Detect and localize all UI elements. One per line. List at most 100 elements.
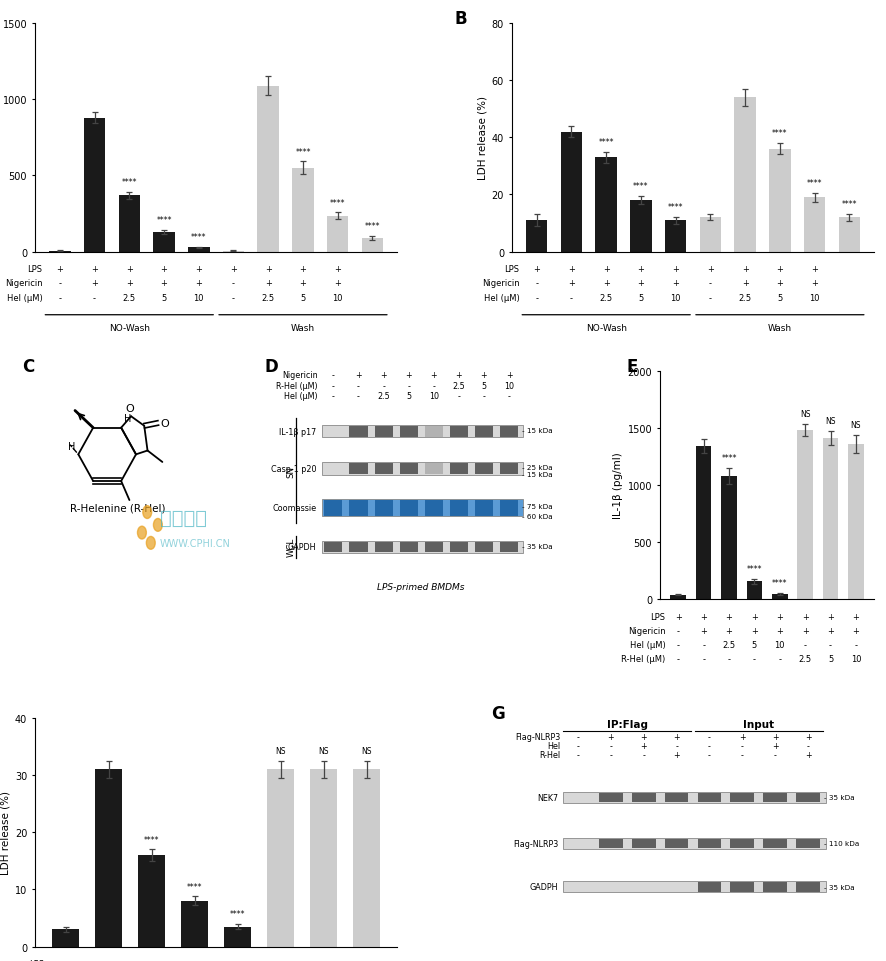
Bar (474, 542, 493, 553)
Bar (424, 501, 442, 516)
Bar (500, 427, 517, 437)
Text: H: H (123, 413, 131, 424)
Bar (449, 427, 468, 437)
Text: - 35 kDa: - 35 kDa (823, 795, 854, 801)
Text: ****: **** (720, 454, 736, 462)
Bar (803, 198, 825, 253)
Bar (324, 542, 342, 553)
Text: -: - (457, 392, 460, 401)
Text: +: + (826, 612, 833, 621)
Text: -: - (58, 280, 61, 288)
Text: -: - (609, 751, 611, 759)
Bar (291, 168, 314, 253)
Text: B: B (455, 11, 467, 28)
Text: +: + (775, 627, 782, 635)
Bar (560, 133, 581, 253)
Text: 5: 5 (638, 293, 643, 303)
Bar (631, 793, 655, 802)
Text: - 15 kDa: - 15 kDa (521, 472, 552, 478)
Text: D: D (264, 357, 278, 376)
Bar (763, 882, 786, 892)
Text: -: - (576, 742, 579, 751)
Text: -: - (331, 382, 335, 390)
Y-axis label: IL-1β (pg/ml): IL-1β (pg/ml) (612, 452, 623, 519)
Text: -: - (570, 293, 572, 303)
Text: ****: **** (598, 137, 613, 147)
Text: +: + (706, 265, 713, 274)
Text: ****: **** (121, 178, 136, 187)
Circle shape (137, 527, 146, 539)
Bar (374, 542, 392, 553)
Bar (595, 159, 617, 253)
Text: +: + (826, 627, 833, 635)
Text: Hel (μM): Hel (μM) (7, 293, 43, 303)
Bar (525, 221, 547, 253)
Text: 5: 5 (300, 293, 306, 303)
Bar (796, 839, 819, 848)
Text: 2.5: 2.5 (738, 293, 750, 303)
Bar (322, 462, 522, 476)
Text: -: - (58, 293, 61, 303)
Text: LPS: LPS (29, 959, 44, 961)
Bar (821, 438, 837, 600)
Text: LPS-primed BMDMs: LPS-primed BMDMs (377, 582, 464, 591)
Text: +: + (277, 959, 284, 961)
Text: 2.5: 2.5 (797, 654, 811, 664)
Bar (188, 248, 209, 253)
Text: ****: **** (144, 835, 159, 844)
Text: Coomassie: Coomassie (272, 504, 316, 512)
Text: Nigericin: Nigericin (481, 280, 519, 288)
Text: +: + (725, 627, 732, 635)
Text: Nigericin: Nigericin (282, 371, 317, 380)
Bar (730, 839, 753, 848)
Bar (374, 427, 392, 437)
Text: 2.5: 2.5 (721, 640, 734, 650)
Text: 制药在线: 制药在线 (159, 508, 206, 528)
Bar (670, 595, 686, 600)
Text: O: O (125, 404, 134, 414)
Text: NS: NS (318, 747, 329, 755)
Bar (349, 501, 367, 516)
Text: +: + (801, 612, 808, 621)
Text: - 35 kDa: - 35 kDa (521, 543, 552, 549)
Circle shape (146, 537, 155, 550)
Text: ****: **** (229, 909, 245, 918)
Text: +: + (299, 280, 306, 288)
Text: +: + (775, 280, 782, 288)
Text: -: - (727, 654, 730, 664)
Text: R-Hel (μM): R-Hel (μM) (620, 654, 664, 664)
Text: -: - (676, 640, 679, 650)
Bar (310, 770, 337, 947)
Text: 10: 10 (808, 293, 819, 303)
Text: +: + (801, 627, 808, 635)
Text: +: + (62, 959, 69, 961)
Text: E: E (626, 357, 637, 376)
Text: - 25 kDa: - 25 kDa (521, 465, 552, 471)
Bar (664, 839, 688, 848)
Text: - 75 kDa: - 75 kDa (521, 504, 552, 509)
Text: 2.5: 2.5 (377, 392, 390, 401)
Text: -: - (777, 654, 781, 664)
Text: +: + (160, 265, 167, 274)
Bar (563, 838, 825, 849)
Text: +: + (320, 959, 327, 961)
Text: Flag-NLRP3: Flag-NLRP3 (514, 732, 559, 742)
Text: +: + (640, 732, 647, 742)
Bar (629, 201, 651, 253)
Bar (697, 839, 720, 848)
Bar (119, 196, 140, 253)
Text: +: + (234, 959, 241, 961)
Text: +: + (505, 371, 512, 380)
Text: -: - (707, 732, 710, 742)
Text: -: - (331, 371, 335, 380)
Text: Hel (μM): Hel (μM) (284, 392, 317, 401)
Text: -: - (676, 654, 679, 664)
Text: -: - (641, 751, 644, 759)
Text: +: + (354, 371, 361, 380)
Text: -: - (708, 293, 711, 303)
Text: +: + (265, 280, 271, 288)
Text: +: + (380, 371, 386, 380)
Text: +: + (750, 627, 757, 635)
Bar (322, 500, 522, 517)
Text: +: + (191, 959, 198, 961)
